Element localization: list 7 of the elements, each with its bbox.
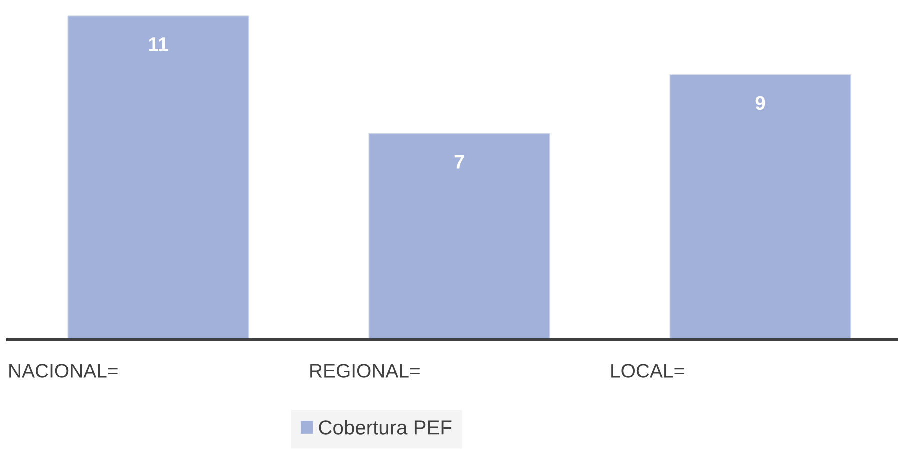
x-tick-label: NACIONAL=	[10, 364, 118, 378]
data-label: 7	[454, 155, 464, 169]
x-tick-label: REGIONAL=	[310, 364, 420, 378]
data-label: 9	[756, 96, 766, 110]
data-label: 11	[149, 38, 168, 52]
legend-label: Cobertura PEF	[319, 420, 452, 435]
x-tick-label: LOCAL=	[612, 364, 684, 378]
